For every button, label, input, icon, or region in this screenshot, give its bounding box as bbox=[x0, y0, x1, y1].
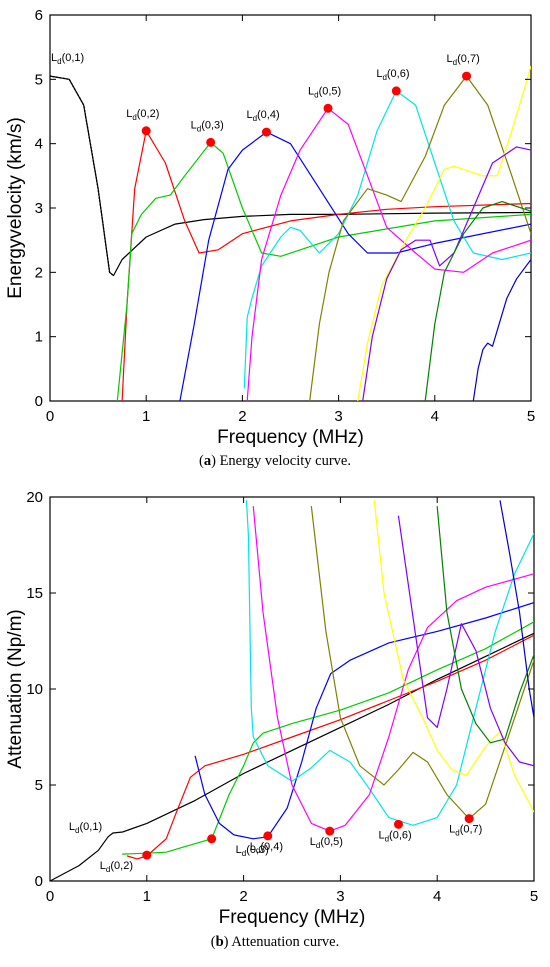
caption-text: Energy velocity curve. bbox=[220, 453, 351, 469]
y-tick-label: 20 bbox=[26, 489, 43, 506]
y-tick-label: 2 bbox=[35, 264, 43, 281]
plot-area bbox=[49, 14, 532, 402]
y-tick-label: 6 bbox=[35, 7, 43, 24]
mode-marker-dot bbox=[462, 71, 472, 81]
panel-energy-velocity: Ld(0,1) Ld(0,2) Ld(0,3) Ld(0,4) Ld(0,5) Ld(0,… bbox=[5, 7, 535, 469]
y-tick-label: 4 bbox=[35, 136, 43, 153]
y-tick-label: 3 bbox=[35, 200, 43, 217]
series-line-1 bbox=[50, 75, 115, 277]
mode-marker-dot bbox=[142, 850, 152, 860]
x-tick-labels: 0 1 2 3 4 5 bbox=[46, 497, 538, 905]
x-tick-label: 0 bbox=[46, 888, 54, 905]
x-tick-label: 2 bbox=[239, 888, 247, 905]
mode-annotation: Ld(0,2) bbox=[100, 860, 133, 874]
series-line-0 bbox=[50, 75, 531, 277]
x-tick-label: 2 bbox=[238, 408, 246, 425]
x-tick-label: 1 bbox=[143, 888, 151, 905]
x-axis-label: Frequency (MHz) bbox=[217, 427, 364, 448]
x-tick-labels: 0 1 2 3 4 5 bbox=[46, 15, 535, 425]
mode-annotation: Ld(0,1) bbox=[69, 821, 102, 835]
caption-tag: b bbox=[216, 934, 224, 950]
series-line-6 bbox=[310, 506, 534, 820]
y-tick-label: 1 bbox=[35, 329, 43, 346]
y-tick-label: 5 bbox=[35, 777, 43, 794]
mode-marker-dot bbox=[323, 103, 333, 113]
panel-attenuation: Ld(0,1) Ld(0,2) Ld(0,3)Ld(0,4) Ld(0,5) Ld(0,… bbox=[5, 489, 538, 950]
y-tick-label: 15 bbox=[26, 585, 43, 602]
series-line-7 bbox=[309, 75, 531, 401]
mode-annotation: Ld(0,7) bbox=[449, 824, 482, 838]
mode-annotation: Ld(0,1) bbox=[51, 52, 84, 66]
y-tick-label: 0 bbox=[35, 393, 43, 410]
series-line-4 bbox=[179, 131, 531, 401]
x-tick-label: 0 bbox=[46, 408, 54, 425]
mode-marker-dot bbox=[206, 137, 216, 147]
series-line-4 bbox=[245, 500, 534, 826]
y-tick-labels: 0 1 2 3 4 5 6 bbox=[35, 7, 531, 410]
x-tick-label: 1 bbox=[142, 408, 150, 425]
mode-annotation: Ld(0,5) bbox=[308, 85, 341, 99]
mode-marker-dot bbox=[325, 826, 335, 836]
mode-marker-dot bbox=[464, 814, 474, 824]
y-tick-label: 5 bbox=[35, 71, 43, 88]
series-line-10 bbox=[499, 500, 534, 719]
mode-annotation: Ld(0,7) bbox=[447, 53, 480, 67]
series-line-9 bbox=[362, 146, 531, 401]
series-line-3 bbox=[194, 601, 534, 840]
x-tick-label: 3 bbox=[336, 888, 344, 905]
mode-annotation: Ld(0,5) bbox=[310, 836, 343, 850]
mode-annotation: Ld(0,6) bbox=[378, 829, 411, 843]
series-line-8 bbox=[357, 65, 531, 401]
mode-marker-dot bbox=[393, 819, 403, 829]
x-tick-label: 3 bbox=[334, 408, 342, 425]
plot-frame bbox=[49, 14, 532, 402]
mode-marker-dot bbox=[263, 831, 273, 841]
mode-annotation: Ld(0,4) bbox=[250, 841, 283, 855]
y-tick-label: 0 bbox=[35, 873, 43, 890]
series-line-6 bbox=[246, 107, 531, 401]
x-tick-label: 5 bbox=[527, 408, 535, 425]
marker-layer: Ld(0,1) Ld(0,2) Ld(0,3) Ld(0,4) Ld(0,5) Ld(0,… bbox=[51, 52, 480, 147]
series-line-9 bbox=[436, 506, 534, 744]
x-tick-label: 4 bbox=[433, 888, 441, 905]
x-tick-label: 5 bbox=[530, 888, 538, 905]
marker-layer: Ld(0,1) Ld(0,2) Ld(0,3)Ld(0,4) Ld(0,5) Ld(0,… bbox=[69, 814, 482, 874]
series-line-10 bbox=[424, 201, 531, 401]
figure-caption: (a) Energy velocity curve. bbox=[199, 453, 351, 469]
series-line-7 bbox=[373, 500, 534, 813]
x-axis-label: Frequency (MHz) bbox=[219, 907, 366, 928]
mode-marker-dot bbox=[141, 126, 151, 136]
mode-annotation: Ld(0,6) bbox=[376, 68, 409, 82]
mode-marker-dot bbox=[207, 834, 217, 844]
figure-caption: (b) Attenuation curve. bbox=[211, 934, 340, 950]
mode-marker-dot bbox=[391, 86, 401, 96]
series-line-11 bbox=[472, 258, 531, 401]
y-tick-label: 10 bbox=[26, 681, 43, 698]
series-line-2 bbox=[121, 621, 534, 855]
mode-annotation: Ld(0,3) bbox=[236, 844, 269, 858]
series-layer bbox=[50, 500, 534, 881]
y-tick-labels: 0 5 10 15 20 bbox=[26, 489, 534, 890]
x-tick-label: 4 bbox=[431, 408, 439, 425]
series-line-8 bbox=[397, 515, 534, 767]
mode-annotation: Ld(0,2) bbox=[126, 108, 159, 122]
y-axis-label: Attenuation (Np/m) bbox=[5, 609, 26, 768]
y-axis-label: Energyvelocity (km/s) bbox=[5, 117, 26, 299]
series-line-2 bbox=[121, 130, 531, 401]
mode-marker-dot bbox=[261, 127, 271, 137]
mode-annotation: Ld(0,4) bbox=[246, 109, 279, 123]
series-line-3 bbox=[116, 141, 531, 401]
mode-annotation: Ld(0,3) bbox=[191, 119, 224, 133]
series-line-5 bbox=[252, 506, 534, 832]
series-layer bbox=[50, 65, 531, 401]
caption-text: Attenuation curve. bbox=[231, 934, 339, 950]
caption-tag: a bbox=[204, 453, 212, 469]
